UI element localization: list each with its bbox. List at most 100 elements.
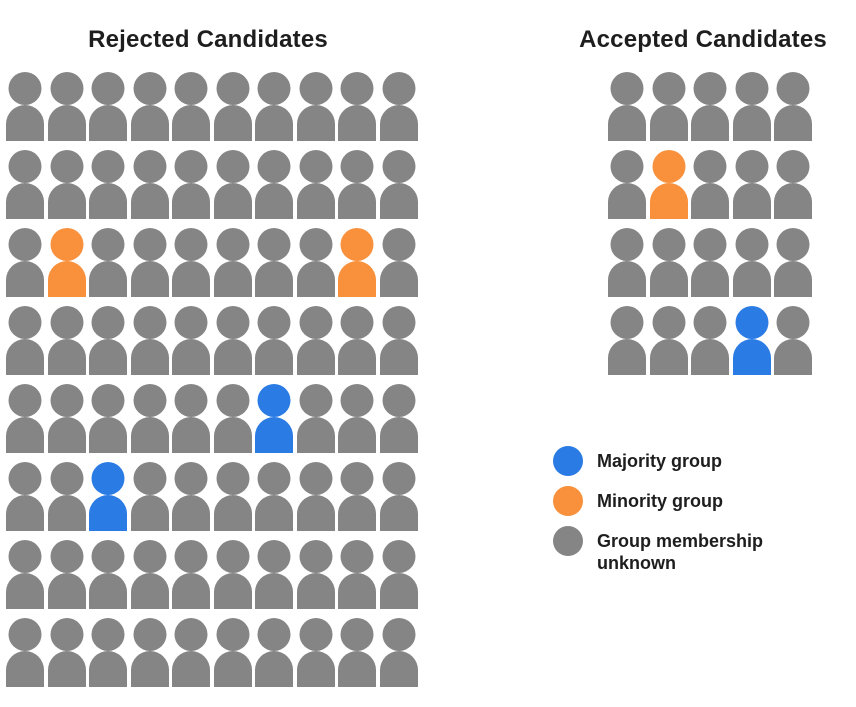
person-icon-unknown — [773, 305, 813, 375]
person-icon-unknown — [649, 227, 689, 297]
person-icon-unknown — [337, 149, 377, 219]
person-icon-unknown — [296, 383, 336, 453]
person-icon-unknown — [296, 617, 336, 687]
person-icon-unknown — [88, 617, 128, 687]
person-icon-unknown — [296, 227, 336, 297]
person-icon-unknown — [379, 305, 419, 375]
person-icon-unknown — [732, 149, 772, 219]
person-icon-unknown — [296, 461, 336, 531]
person-icon-minority — [649, 149, 689, 219]
person-icon-unknown — [379, 149, 419, 219]
person-icon-unknown — [254, 71, 294, 141]
person-icon-unknown — [130, 539, 170, 609]
person-icon-unknown — [379, 461, 419, 531]
person-icon-unknown — [296, 149, 336, 219]
person-icon-unknown — [773, 149, 813, 219]
person-icon-unknown — [88, 539, 128, 609]
person-icon-unknown — [337, 539, 377, 609]
person-icon-unknown — [337, 305, 377, 375]
person-icon-unknown — [254, 539, 294, 609]
person-icon-unknown — [690, 71, 730, 141]
person-icon-unknown — [254, 617, 294, 687]
person-icon-unknown — [379, 71, 419, 141]
person-icon-majority — [732, 305, 772, 375]
person-icon-unknown — [88, 383, 128, 453]
person-icon-unknown — [171, 71, 211, 141]
person-icon-unknown — [649, 71, 689, 141]
person-icon-unknown — [5, 539, 45, 609]
person-icon-unknown — [732, 71, 772, 141]
person-icon-unknown — [254, 149, 294, 219]
person-icon-unknown — [690, 227, 730, 297]
person-icon-unknown — [296, 305, 336, 375]
person-icon-unknown — [5, 461, 45, 531]
person-icon-unknown — [130, 617, 170, 687]
person-icon-unknown — [254, 227, 294, 297]
person-icon-unknown — [379, 383, 419, 453]
person-icon-unknown — [379, 617, 419, 687]
person-icon-unknown — [773, 71, 813, 141]
legend-swatch-unknown — [553, 526, 583, 556]
person-icon-unknown — [607, 149, 647, 219]
person-icon-unknown — [5, 149, 45, 219]
person-icon-unknown — [213, 539, 253, 609]
person-icon-unknown — [379, 539, 419, 609]
person-icon-unknown — [254, 461, 294, 531]
person-icon-unknown — [213, 227, 253, 297]
legend-item-minority: Minority group — [553, 486, 787, 516]
person-icon-unknown — [47, 617, 87, 687]
person-icon-unknown — [171, 227, 211, 297]
person-icon-unknown — [130, 383, 170, 453]
legend-label-minority: Minority group — [597, 491, 723, 511]
person-icon-unknown — [607, 71, 647, 141]
person-icon-unknown — [296, 71, 336, 141]
person-icon-unknown — [47, 149, 87, 219]
legend-swatch-majority — [553, 446, 583, 476]
person-icon-unknown — [213, 149, 253, 219]
person-icon-unknown — [690, 305, 730, 375]
person-icon-unknown — [130, 149, 170, 219]
rejected-candidates-grid — [5, 71, 419, 687]
person-icon-unknown — [5, 305, 45, 375]
person-icon-unknown — [130, 71, 170, 141]
person-icon-minority — [337, 227, 377, 297]
person-icon-minority — [47, 227, 87, 297]
person-icon-unknown — [213, 305, 253, 375]
person-icon-unknown — [130, 227, 170, 297]
person-icon-unknown — [130, 461, 170, 531]
person-icon-unknown — [649, 305, 689, 375]
person-icon-unknown — [171, 539, 211, 609]
legend: Majority group Minority group Group member… — [553, 446, 787, 584]
person-icon-unknown — [88, 71, 128, 141]
person-icon-unknown — [171, 149, 211, 219]
accepted-candidates-grid — [607, 71, 813, 375]
legend-item-majority: Majority group — [553, 446, 787, 476]
person-icon-unknown — [5, 617, 45, 687]
legend-swatch-minority — [553, 486, 583, 516]
legend-item-unknown: Group membership unknown — [553, 526, 787, 574]
person-icon-unknown — [607, 305, 647, 375]
person-icon-unknown — [5, 383, 45, 453]
person-icon-unknown — [213, 383, 253, 453]
person-icon-unknown — [47, 383, 87, 453]
legend-label-majority: Majority group — [597, 451, 722, 471]
person-icon-unknown — [88, 149, 128, 219]
person-icon-unknown — [690, 149, 730, 219]
person-icon-unknown — [379, 227, 419, 297]
person-icon-majority — [254, 383, 294, 453]
rejected-chart-title: Rejected Candidates — [88, 26, 328, 53]
person-icon-majority — [88, 461, 128, 531]
person-icon-unknown — [296, 539, 336, 609]
person-icon-unknown — [337, 383, 377, 453]
person-icon-unknown — [213, 461, 253, 531]
legend-label-unknown: Group membership unknown — [597, 531, 764, 573]
person-icon-unknown — [130, 305, 170, 375]
person-icon-unknown — [47, 539, 87, 609]
person-icon-unknown — [732, 227, 772, 297]
person-icon-unknown — [171, 305, 211, 375]
person-icon-unknown — [47, 71, 87, 141]
person-icon-unknown — [254, 305, 294, 375]
person-icon-unknown — [171, 461, 211, 531]
person-icon-unknown — [5, 71, 45, 141]
person-icon-unknown — [171, 617, 211, 687]
